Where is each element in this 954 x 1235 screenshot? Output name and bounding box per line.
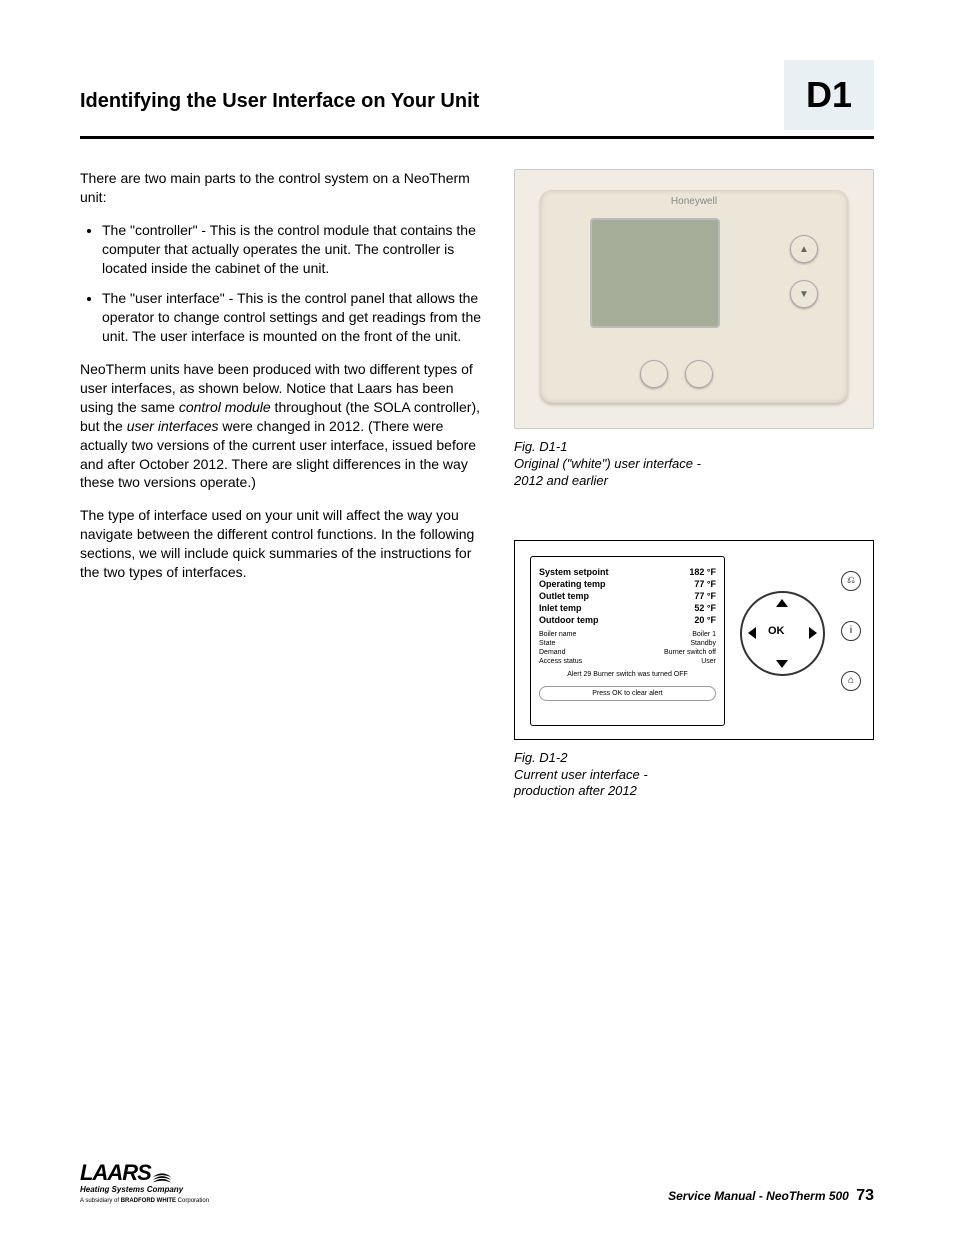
laars-logo: LAARS Heating Systems Company A subsidia… bbox=[80, 1161, 209, 1205]
figure-d1-2-image: System setpoint182 °F Operating temp77 °… bbox=[514, 540, 874, 740]
thermostat-lcd-screen bbox=[590, 218, 720, 328]
page-title: Identifying the User Interface on Your U… bbox=[80, 60, 784, 130]
nav-right-icon[interactable] bbox=[809, 627, 817, 639]
back-icon[interactable]: ⎌ bbox=[841, 571, 861, 591]
bullet-item: The "user interface" - This is the contr… bbox=[102, 289, 484, 346]
main-text-column: There are two main parts to the control … bbox=[80, 169, 484, 850]
section-code-box: D1 bbox=[784, 60, 874, 130]
info-icon[interactable]: i bbox=[841, 621, 861, 641]
footer-doc-title: Service Manual - NeoTherm 500 73 bbox=[668, 1187, 874, 1205]
thermostat-button-2[interactable] bbox=[685, 360, 713, 388]
page-footer: LAARS Heating Systems Company A subsidia… bbox=[80, 1161, 874, 1205]
paragraph-2: NeoTherm units have been produced with t… bbox=[80, 360, 484, 492]
bullet-list: The "controller" - This is the control m… bbox=[102, 221, 484, 346]
figures-column: Honeywell ▲ ▼ Fig. D1-1 Original ("white… bbox=[514, 169, 874, 850]
thermostat-down-button[interactable]: ▼ bbox=[790, 280, 818, 308]
figure-d1-1-image: Honeywell ▲ ▼ bbox=[514, 169, 874, 429]
home-icon[interactable]: ⌂ bbox=[841, 671, 861, 691]
page-number: 73 bbox=[856, 1187, 874, 1204]
controller-lcd-screen: System setpoint182 °F Operating temp77 °… bbox=[530, 556, 725, 726]
thermostat-button-1[interactable] bbox=[640, 360, 668, 388]
thermostat-up-button[interactable]: ▲ bbox=[790, 235, 818, 263]
intro-paragraph: There are two main parts to the control … bbox=[80, 169, 484, 207]
controller-nav-pad[interactable]: OK bbox=[740, 591, 825, 676]
header-divider bbox=[80, 136, 874, 139]
paragraph-3: The type of interface used on your unit … bbox=[80, 506, 484, 582]
nav-left-icon[interactable] bbox=[748, 627, 756, 639]
thermostat-brand-label: Honeywell bbox=[671, 196, 717, 207]
nav-up-icon[interactable] bbox=[776, 599, 788, 607]
figure-d1-2-caption: Fig. D1-2 Current user interface - produ… bbox=[514, 750, 874, 801]
nav-down-icon[interactable] bbox=[776, 660, 788, 668]
figure-d1-1-caption: Fig. D1-1 Original ("white") user interf… bbox=[514, 439, 874, 490]
bullet-item: The "controller" - This is the control m… bbox=[102, 221, 484, 278]
nav-ok-button[interactable]: OK bbox=[768, 625, 785, 637]
